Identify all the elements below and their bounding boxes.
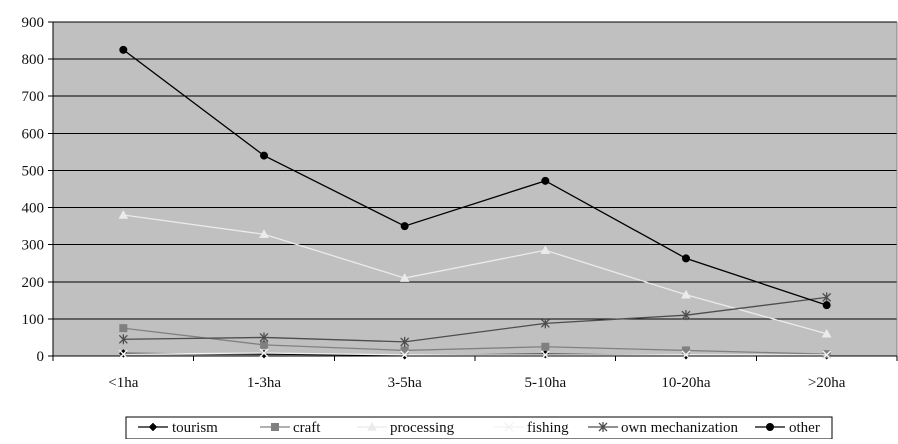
- series-group: [118, 45, 832, 360]
- y-tick-label-800: 800: [22, 52, 45, 68]
- y-tick-label-900: 900: [22, 15, 45, 31]
- legend-label-own-mechanization: own mechanization: [621, 420, 739, 436]
- y-tick-label-700: 700: [22, 89, 45, 105]
- data-point-fishing-5: [822, 350, 832, 360]
- x-tick-label-4: 10-20ha: [661, 375, 710, 391]
- series-own-mechanization: [118, 292, 832, 347]
- data-point-other-4: [682, 254, 690, 263]
- data-point-processing-0: [118, 209, 129, 219]
- series-line-other: [122, 49, 827, 306]
- plot-area: [53, 21, 897, 356]
- data-point-fishing-2: [400, 350, 410, 360]
- series-processing: [118, 209, 832, 338]
- legend-label-craft: craft: [293, 420, 321, 436]
- y-tick-label-400: 400: [22, 201, 45, 217]
- legend-item-tourism: tourism: [138, 420, 218, 436]
- series-line-craft: [123, 327, 827, 355]
- y-tick-label-200: 200: [22, 275, 45, 291]
- data-point-processing-3: [540, 245, 551, 254]
- data-point-own-mechanization-0: [118, 334, 128, 345]
- legend-item-processing: processing: [357, 420, 455, 436]
- data-point-processing-4: [681, 289, 691, 299]
- legend-item-own-mechanization: own mechanization: [588, 420, 739, 436]
- y-tick-label-100: 100: [22, 312, 45, 328]
- legend-item-craft: craft: [260, 420, 321, 436]
- data-point-processing-2: [399, 273, 410, 282]
- x-tick-label-3: 5-10ha: [525, 375, 567, 391]
- axes: 0 100 200 300 400 500 600 700 800 900 <1ha 1-3ha 3-5…: [22, 15, 898, 391]
- series-line-fishing: [123, 352, 827, 356]
- data-point-other-5: [822, 301, 831, 310]
- x-tick-label-0: <1ha: [108, 375, 138, 391]
- legend-marker-processing: [367, 421, 377, 431]
- legend-marker-own-mechanization: [598, 422, 608, 432]
- legend-marker-fishing: [504, 422, 514, 432]
- y-tick-label-600: 600: [22, 126, 45, 142]
- series-fishing: [118, 348, 832, 360]
- plot-background: [53, 22, 897, 356]
- data-point-fishing-0: [118, 349, 128, 359]
- x-tick-label-5: >20ha: [808, 375, 846, 391]
- legend-label-processing: processing: [390, 420, 455, 436]
- legend-item-other: other: [755, 420, 820, 436]
- data-point-fishing-1: [259, 348, 269, 358]
- legend-label-other: other: [789, 420, 820, 436]
- y-tick-label-0: 0: [37, 349, 45, 365]
- data-point-processing-1: [259, 229, 269, 239]
- legend-marker-tourism: [148, 422, 158, 432]
- x-tick-label-2: 3-5ha: [388, 375, 422, 391]
- series-line-processing: [123, 214, 827, 335]
- data-point-fishing-4: [681, 350, 691, 360]
- data-point-craft-3: [541, 342, 550, 351]
- x-tick-label-1: 1-3ha: [247, 375, 281, 391]
- y-tick-label-500: 500: [22, 163, 45, 179]
- legend-marker-craft: [271, 423, 279, 431]
- data-point-other-3: [541, 176, 550, 185]
- data-point-own-mechanization-2: [400, 336, 410, 347]
- data-point-own-mechanization-4: [681, 310, 691, 321]
- data-point-own-mechanization-5: [822, 292, 832, 303]
- legend: tourism craft processing fishing own mechani…: [125, 416, 833, 440]
- legend-label-tourism: tourism: [172, 420, 218, 436]
- legend-label-fishing: fishing: [527, 420, 569, 436]
- data-point-fishing-3: [540, 350, 550, 360]
- y-tick-label-300: 300: [22, 238, 45, 254]
- data-point-craft-0: [119, 324, 128, 333]
- legend-item-fishing: fishing: [494, 420, 569, 436]
- data-point-other-1: [260, 151, 268, 160]
- legend-marker-other: [766, 423, 774, 431]
- data-point-other-2: [400, 222, 409, 231]
- data-point-processing-5: [821, 328, 832, 338]
- series-other: [119, 45, 831, 310]
- data-point-own-mechanization-1: [259, 332, 269, 343]
- series-line-own-mechanization: [123, 296, 827, 343]
- data-point-own-mechanization-3: [540, 318, 550, 329]
- data-point-other-0: [119, 45, 128, 54]
